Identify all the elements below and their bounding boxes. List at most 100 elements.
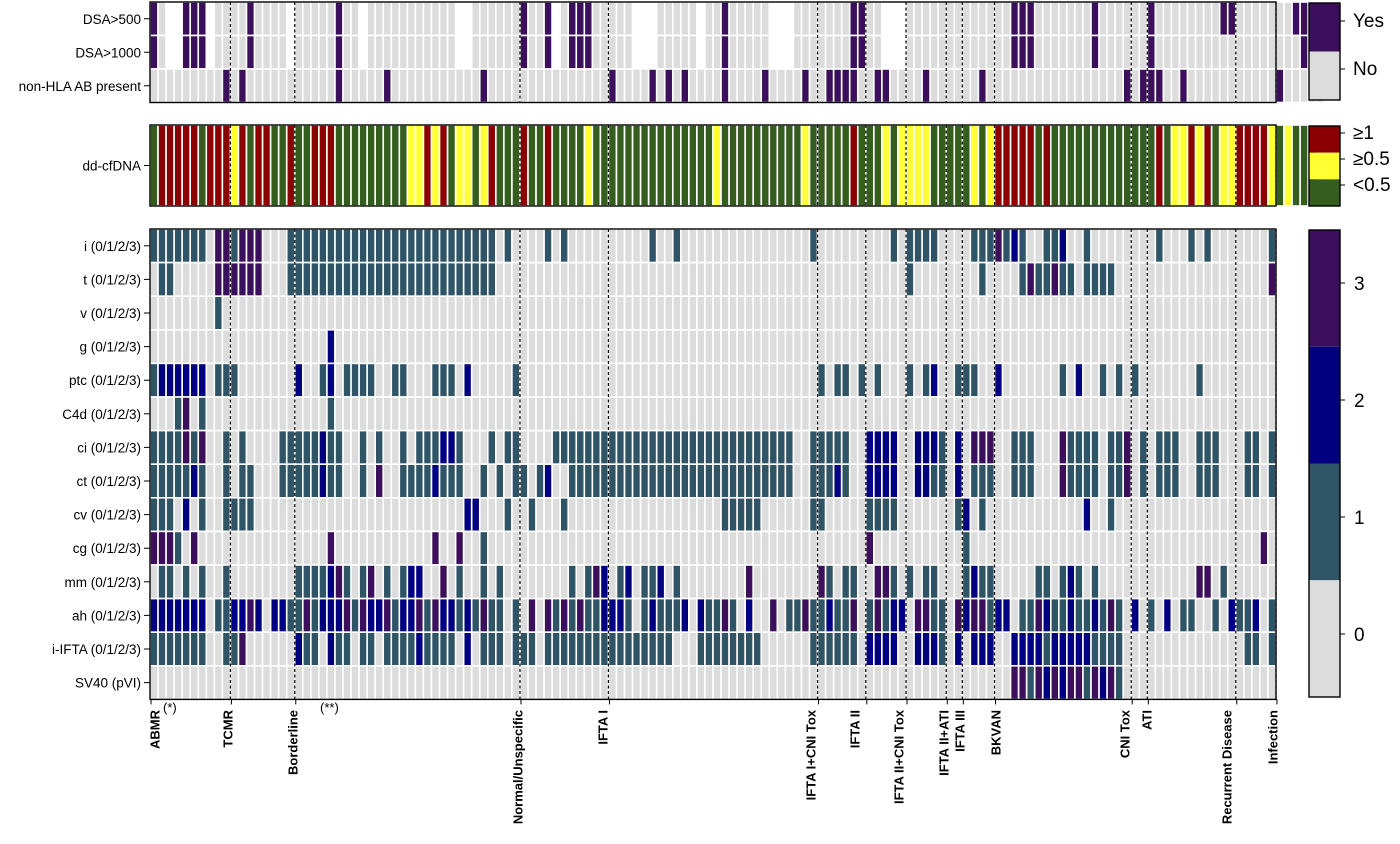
heatmap-cell bbox=[350, 564, 360, 600]
heatmap-cell bbox=[768, 564, 779, 600]
heatmap-cell bbox=[760, 295, 771, 331]
heatmap-cell bbox=[832, 564, 843, 600]
heatmap-cell bbox=[736, 597, 746, 633]
heatmap-cell bbox=[921, 396, 931, 432]
heatmap-cell bbox=[583, 68, 594, 104]
heatmap-cell bbox=[583, 396, 594, 432]
heatmap-cell bbox=[704, 463, 714, 499]
heatmap-cell bbox=[591, 295, 602, 331]
heatmap-cell bbox=[744, 124, 755, 207]
heatmap-cell bbox=[1234, 429, 1245, 466]
heatmap-cell bbox=[921, 631, 931, 667]
heatmap-cell bbox=[366, 34, 377, 70]
heatmap-cell bbox=[913, 124, 923, 207]
heatmap-cell bbox=[422, 429, 433, 466]
heatmap-cell bbox=[1066, 261, 1076, 298]
heatmap-cell bbox=[591, 1, 602, 37]
heatmap-cell bbox=[961, 597, 972, 633]
heatmap-cell bbox=[261, 530, 272, 566]
heatmap-cell bbox=[591, 631, 602, 667]
heatmap-cell bbox=[511, 664, 521, 701]
heatmap-cell bbox=[1098, 261, 1108, 298]
heatmap-cell bbox=[889, 496, 899, 533]
heatmap-cell bbox=[832, 328, 843, 365]
heatmap-cell bbox=[696, 597, 706, 633]
heatmap-cell bbox=[326, 463, 336, 499]
heatmap-cell bbox=[639, 530, 650, 566]
heatmap-cell bbox=[527, 295, 537, 331]
heatmap-cell bbox=[816, 463, 827, 499]
heatmap-cell bbox=[688, 1, 698, 37]
heatmap-cell bbox=[1033, 68, 1044, 104]
heatmap-cell bbox=[559, 34, 570, 70]
heatmap-cell bbox=[1291, 68, 1301, 104]
heatmap-cell bbox=[776, 664, 787, 701]
heatmap-cell bbox=[261, 261, 272, 298]
heatmap-cell bbox=[647, 496, 658, 533]
heatmap-cell bbox=[704, 295, 714, 331]
heatmap-cell bbox=[953, 34, 964, 70]
heatmap-cell bbox=[430, 631, 441, 667]
heatmap-cell bbox=[985, 463, 996, 499]
heatmap-cell bbox=[776, 328, 787, 365]
heatmap-cell bbox=[1017, 328, 1028, 365]
heatmap-cell bbox=[784, 68, 795, 104]
heatmap-cell bbox=[889, 124, 899, 207]
heatmap-panel-2: dd-cfDNA bbox=[82, 124, 1326, 207]
heatmap-cell bbox=[1074, 396, 1084, 432]
heatmap-cell bbox=[173, 124, 183, 207]
heatmap-cell bbox=[816, 664, 827, 701]
heatmap-cell bbox=[1017, 597, 1028, 633]
heatmap-cell bbox=[358, 463, 368, 499]
heatmap-cell bbox=[390, 34, 401, 70]
heatmap-cell bbox=[688, 597, 698, 633]
heatmap-cell bbox=[229, 664, 240, 701]
heatmap-cell bbox=[929, 463, 939, 499]
heatmap-cell bbox=[1025, 429, 1036, 466]
heatmap-cell bbox=[478, 295, 489, 331]
heatmap-cell bbox=[1098, 295, 1108, 331]
heatmap-cell bbox=[1234, 68, 1245, 104]
heatmap-cell bbox=[269, 1, 280, 37]
heatmap-cell bbox=[671, 1, 682, 37]
heatmap-cell bbox=[1186, 396, 1197, 432]
heatmap-cell bbox=[197, 664, 208, 701]
heatmap-cell bbox=[1114, 429, 1124, 466]
heatmap-cell bbox=[639, 664, 650, 701]
heatmap-cell bbox=[1114, 564, 1124, 600]
heatmap-cell bbox=[615, 396, 626, 432]
heatmap-cell bbox=[873, 429, 883, 466]
heatmap-cell bbox=[840, 664, 851, 701]
heatmap-cell bbox=[655, 261, 666, 298]
heatmap-cell bbox=[350, 261, 360, 298]
heatmap-cell bbox=[1017, 228, 1028, 264]
heatmap-cell bbox=[310, 597, 320, 633]
heatmap-cell bbox=[728, 261, 738, 298]
heatmap-cell bbox=[768, 1, 779, 37]
heatmap-cell bbox=[881, 564, 891, 600]
heatmap-cell bbox=[486, 496, 497, 533]
heatmap-cell bbox=[752, 68, 763, 104]
heatmap-cell bbox=[1259, 496, 1269, 533]
heatmap-cell bbox=[454, 597, 465, 633]
heatmap-cell bbox=[575, 564, 586, 600]
heatmap-cell bbox=[688, 463, 698, 499]
heatmap-cell bbox=[856, 463, 867, 499]
heatmap-cell bbox=[865, 261, 875, 298]
heatmap-cell bbox=[446, 463, 457, 499]
heatmap-cell bbox=[969, 597, 980, 633]
heatmap-cell bbox=[221, 396, 232, 432]
heatmap-cell bbox=[1218, 68, 1229, 104]
heatmap-cell bbox=[897, 664, 907, 701]
heatmap-cell bbox=[543, 564, 553, 600]
heatmap-cell bbox=[1146, 261, 1157, 298]
heatmap-cell bbox=[495, 34, 505, 70]
heatmap-cell bbox=[430, 261, 441, 298]
heatmap-cell bbox=[1090, 496, 1100, 533]
heatmap-cell bbox=[696, 429, 706, 466]
heatmap-cell bbox=[1001, 631, 1012, 667]
heatmap-cell bbox=[414, 463, 425, 499]
heatmap-cell bbox=[824, 34, 835, 70]
heatmap-cell bbox=[688, 328, 698, 365]
heatmap-cell bbox=[326, 1, 336, 37]
